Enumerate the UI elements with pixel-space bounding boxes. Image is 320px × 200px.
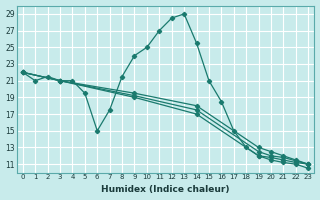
- X-axis label: Humidex (Indice chaleur): Humidex (Indice chaleur): [101, 185, 230, 194]
